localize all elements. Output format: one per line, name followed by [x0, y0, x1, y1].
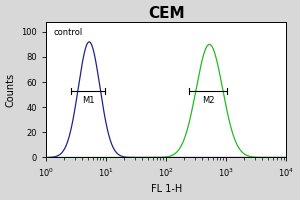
Title: CEM: CEM: [148, 6, 184, 21]
Text: M1: M1: [82, 96, 94, 105]
X-axis label: FL 1-H: FL 1-H: [151, 184, 182, 194]
Y-axis label: Counts: Counts: [6, 73, 16, 107]
Text: control: control: [53, 28, 82, 37]
Text: M2: M2: [202, 96, 214, 105]
